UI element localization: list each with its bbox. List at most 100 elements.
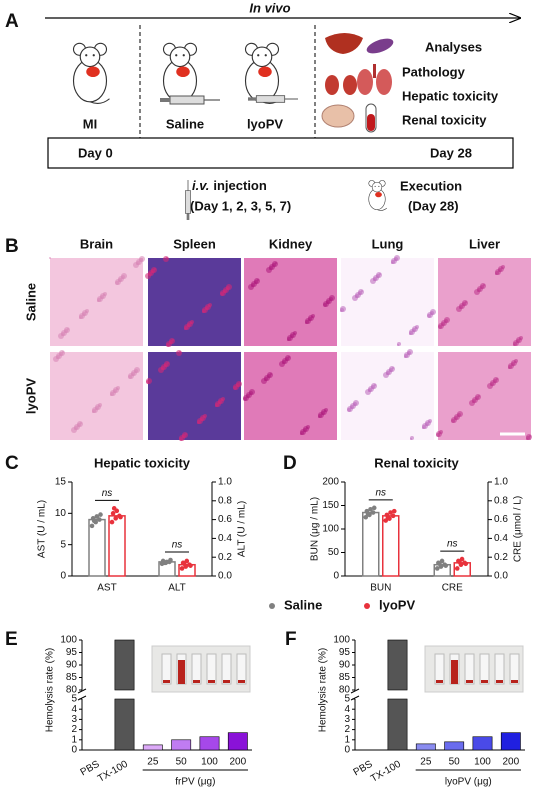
- y-tick-label: 1: [71, 734, 77, 745]
- bar: [362, 511, 380, 577]
- tissue-speck: [92, 411, 94, 413]
- x-tick-label: 25: [420, 757, 432, 768]
- y-axis-label: AST (U / mL): [37, 500, 48, 558]
- bar: [472, 736, 493, 751]
- tissue-speck: [128, 375, 132, 379]
- bar: [114, 698, 135, 751]
- bar: [199, 736, 220, 751]
- tissue-speck: [352, 295, 358, 301]
- data-point: [434, 566, 440, 571]
- tissue-speck: [427, 314, 431, 318]
- data-point: [370, 510, 376, 515]
- data-point: [161, 560, 167, 566]
- y-tick-label: 0: [71, 745, 77, 756]
- y-tick-label: 100: [322, 524, 339, 535]
- bar: [387, 698, 408, 751]
- y-tick-label: 4: [71, 704, 77, 715]
- route: i.v.: [192, 178, 209, 193]
- significance-label: ns: [375, 487, 386, 498]
- bar: [88, 518, 106, 577]
- legend-label: Saline: [284, 597, 322, 612]
- column-header: Liver: [469, 236, 500, 251]
- y-tick-label: 2: [71, 724, 77, 735]
- data-point: [371, 505, 377, 511]
- column-header: Lung: [372, 236, 404, 251]
- tissue-speck: [146, 380, 150, 384]
- day-label: Day 28: [430, 145, 472, 160]
- y-tick-label: 5: [344, 694, 350, 705]
- y-tick-label: 5: [71, 694, 77, 705]
- tissue-speck: [370, 278, 376, 284]
- data-point: [109, 519, 115, 525]
- x-tick-label: AST: [97, 583, 116, 594]
- y2-axis-label: ALT (U / mL): [237, 501, 248, 557]
- y-axis-label: Hemolysis rate (%): [318, 648, 329, 732]
- histology-image: [438, 352, 531, 440]
- y-tick-label: 50: [328, 547, 340, 558]
- tube: [479, 653, 490, 685]
- data-point: [454, 566, 460, 571]
- group-label: lyoPV (μg): [445, 777, 492, 788]
- histology-image: [50, 352, 143, 440]
- y-tick-label: 80: [66, 685, 78, 696]
- x-tick-label: 200: [502, 757, 519, 768]
- tissue-speck: [404, 356, 406, 358]
- tube-content: [436, 680, 443, 683]
- tissue-speck: [163, 256, 169, 262]
- data-point: [437, 561, 442, 567]
- y2-tick-label: 0.8: [494, 495, 508, 506]
- injection-days: (Day 1, 2, 3, 5, 7): [190, 198, 291, 213]
- data-point: [181, 561, 187, 567]
- tissue-speck: [474, 289, 480, 295]
- tissue-speck: [323, 303, 327, 307]
- group-label: lyoPV: [247, 116, 283, 131]
- data-point: [463, 561, 469, 567]
- tissue-speck: [115, 281, 119, 285]
- tube: [509, 653, 520, 685]
- tube-content: [496, 680, 503, 683]
- execution-day: (Day 28): [408, 198, 459, 213]
- legend-label: lyoPV: [379, 597, 415, 612]
- y-axis-label: BUN (μg / mL): [310, 497, 321, 561]
- mouse-icon: [72, 42, 111, 105]
- tissue-speck: [365, 389, 371, 395]
- bar: [415, 743, 436, 751]
- tissue-speck: [347, 408, 351, 412]
- tube-content: [238, 680, 245, 683]
- histology-image: [341, 352, 434, 440]
- y2-tick-label: 0.6: [218, 514, 232, 525]
- tissue-speck: [197, 422, 199, 424]
- data-point: [94, 514, 100, 519]
- row-label: Saline: [23, 283, 38, 321]
- y-tick-label: 200: [322, 477, 339, 488]
- tube: [434, 653, 445, 685]
- y-tick-label: 3: [71, 714, 77, 725]
- tissue-speck: [243, 397, 247, 401]
- y2-tick-label: 0.8: [218, 495, 232, 506]
- y-axis-label: Hemolysis rate (%): [45, 648, 56, 732]
- panel-label: F: [285, 629, 297, 650]
- x-tick-label: TX-100: [369, 759, 403, 785]
- tube-content: [466, 680, 473, 683]
- tissue-speck: [487, 383, 493, 389]
- tissue-speck: [58, 333, 64, 339]
- y-tick-label: 85: [66, 672, 78, 683]
- y2-tick-label: 0.2: [494, 552, 508, 563]
- tissue-speck: [202, 311, 204, 313]
- x-tick-label: 100: [474, 757, 491, 768]
- tissue-speck: [438, 325, 442, 329]
- y-tick-label: 100: [333, 635, 350, 646]
- tissue-speck: [456, 306, 462, 312]
- histology-image: [148, 258, 241, 346]
- row-label: lyoPV: [23, 378, 38, 414]
- analysis-item: Renal toxicity: [402, 112, 487, 127]
- data-point: [97, 517, 102, 522]
- tube-content: [208, 680, 215, 683]
- y-tick-label: 90: [66, 660, 78, 671]
- tube: [161, 653, 172, 685]
- panel-label: D: [283, 453, 297, 474]
- tissue-speck: [391, 262, 393, 264]
- bar: [227, 732, 248, 751]
- bar: [171, 739, 192, 751]
